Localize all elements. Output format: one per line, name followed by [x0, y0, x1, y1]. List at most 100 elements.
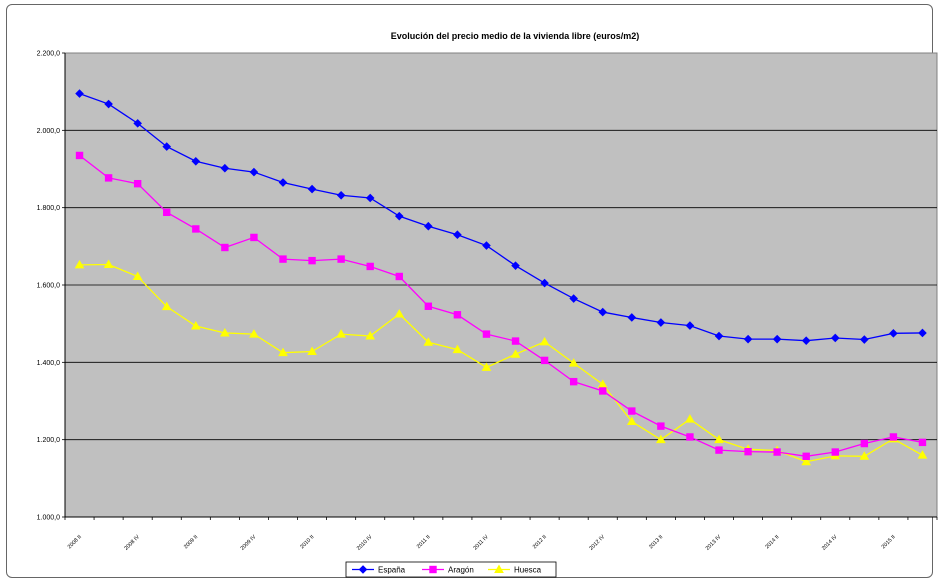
data-point — [481, 362, 492, 371]
data-point — [568, 358, 579, 367]
x-tick-label: 2010 IV — [356, 534, 374, 552]
x-tick-label: 2015 II — [881, 534, 897, 550]
data-point — [307, 184, 317, 194]
data-point — [423, 337, 434, 346]
data-point — [250, 233, 258, 242]
data-point — [598, 307, 608, 317]
data-point — [540, 278, 549, 288]
data-point — [429, 565, 437, 574]
y-tick-label: 1.000,0 — [37, 515, 60, 522]
x-tick-label: 2010 II — [299, 534, 315, 550]
data-point — [220, 327, 230, 337]
data-point — [801, 336, 811, 345]
data-point — [714, 331, 724, 341]
x-tick-label: 2009 II — [183, 534, 199, 550]
data-point — [307, 346, 317, 356]
data-point — [75, 89, 84, 98]
x-tick-label: 2008 IV — [123, 534, 141, 552]
data-point — [889, 433, 898, 441]
data-point — [365, 193, 375, 203]
y-tick-label: 1.200,0 — [37, 437, 60, 444]
legend-box — [345, 561, 557, 578]
data-point — [686, 433, 694, 441]
x-tick-label: 2013 IV — [705, 534, 723, 552]
x-tick-label: 2014 IV — [821, 534, 839, 552]
data-point — [103, 259, 114, 269]
data-point — [75, 151, 84, 160]
series-aragón — [75, 151, 927, 460]
data-point — [453, 230, 462, 240]
data-point — [540, 356, 549, 365]
series-group — [74, 89, 928, 466]
legend-label: Aragón — [448, 566, 474, 575]
y-tick-label: 1.400,0 — [37, 360, 60, 367]
data-point — [394, 211, 404, 221]
data-point — [220, 163, 230, 173]
data-point — [511, 261, 520, 270]
y-tick-label: 1.600,0 — [37, 283, 60, 290]
series-line — [79, 154, 923, 457]
data-point — [801, 456, 812, 466]
y-axis: 1.000,0 1.200,0 1.400,0 1.600,0 1.800,0 2.000… — [37, 51, 66, 522]
data-point — [569, 377, 578, 386]
data-point — [628, 407, 636, 415]
data-point — [510, 349, 521, 358]
y-tick-label: 1.800,0 — [37, 205, 60, 212]
data-point — [133, 119, 142, 128]
data-point — [452, 344, 463, 354]
series-line — [79, 92, 923, 342]
gridlines — [65, 129, 937, 441]
series-españa — [75, 89, 927, 345]
data-point — [743, 334, 753, 344]
data-point — [336, 329, 346, 338]
data-point — [685, 414, 695, 423]
y-tick-label: 2.200,0 — [37, 51, 60, 58]
data-point — [627, 313, 637, 322]
data-point — [802, 452, 810, 460]
x-tick-label: 2012 II — [532, 534, 548, 550]
data-point — [918, 438, 927, 447]
data-point — [337, 255, 345, 263]
data-point — [132, 271, 143, 280]
data-point — [599, 387, 607, 395]
data-point — [104, 99, 113, 109]
x-tick-label: 2011 II — [416, 534, 432, 550]
data-point — [830, 333, 840, 343]
data-point — [831, 448, 839, 456]
data-point — [657, 422, 665, 430]
x-axis: 2008 II 2008 IV 2009 II 2009 IV 2010 II 2010 … — [64, 516, 938, 552]
data-point — [161, 301, 172, 311]
data-point — [249, 167, 259, 177]
x-tick-label: 2014 II — [764, 534, 780, 550]
data-point — [221, 243, 229, 252]
legend-label: Huesca — [514, 566, 542, 575]
data-point — [511, 337, 520, 345]
chart-title: Evolución del precio medio de la viviend… — [391, 31, 640, 41]
x-tick-label: 2013 II — [648, 534, 664, 550]
data-point — [772, 334, 782, 344]
data-point — [860, 439, 869, 448]
data-point — [714, 434, 724, 444]
data-point — [539, 336, 550, 346]
data-point — [74, 259, 85, 269]
data-point — [773, 448, 781, 456]
data-point — [494, 564, 504, 573]
data-point — [191, 156, 201, 166]
legend-label: España — [378, 566, 406, 575]
data-point — [366, 262, 374, 271]
x-tick-label: 2008 II — [67, 534, 83, 550]
x-tick-label: 2011 IV — [473, 534, 491, 552]
legend-item: Aragón — [422, 566, 474, 575]
data-point — [685, 321, 695, 330]
data-point — [482, 330, 491, 338]
data-point — [626, 416, 637, 425]
y-tick-label: 2.000,0 — [37, 128, 60, 135]
data-point — [453, 311, 462, 319]
legend-item: España — [352, 565, 406, 575]
data-point — [424, 221, 433, 231]
legend: España Aragón Huesca — [345, 561, 557, 578]
data-point — [424, 302, 433, 310]
data-point — [336, 190, 346, 200]
data-point — [744, 447, 752, 456]
